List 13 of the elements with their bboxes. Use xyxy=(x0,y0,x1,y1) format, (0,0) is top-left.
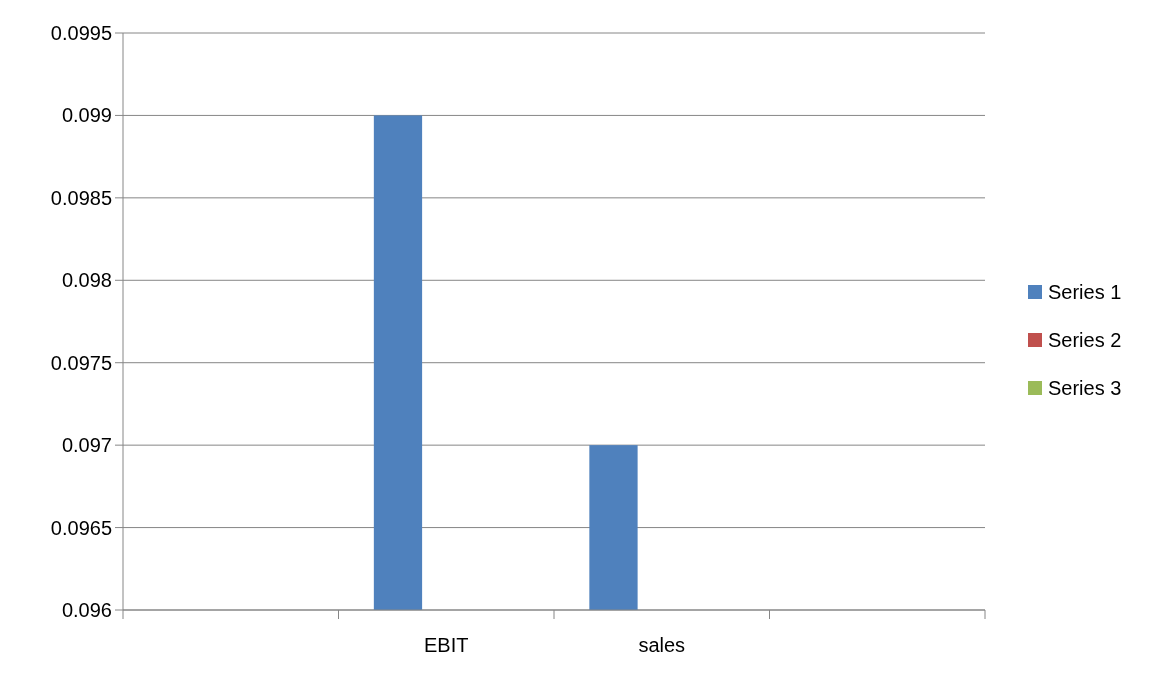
x-tick-label: sales xyxy=(638,634,686,656)
y-tick-label: 0.0975 xyxy=(50,351,112,374)
legend-label: Series 2 xyxy=(1048,329,1122,351)
x-tick-label: EBIT xyxy=(424,634,469,656)
y-tick-label: 0.099 xyxy=(61,104,112,127)
y-tick-label: 0.0985 xyxy=(50,186,112,209)
y-tick-label: 0.097 xyxy=(61,434,112,457)
y-tick-label: 0.096 xyxy=(61,599,112,621)
y-tick-label: 0.0965 xyxy=(50,516,112,539)
legend-label: Series 3 xyxy=(1048,377,1122,399)
legend-label: Series 1 xyxy=(1048,281,1122,303)
y-tick-label: 0.0995 xyxy=(50,22,112,44)
y-tick-label: 0.098 xyxy=(61,269,112,292)
